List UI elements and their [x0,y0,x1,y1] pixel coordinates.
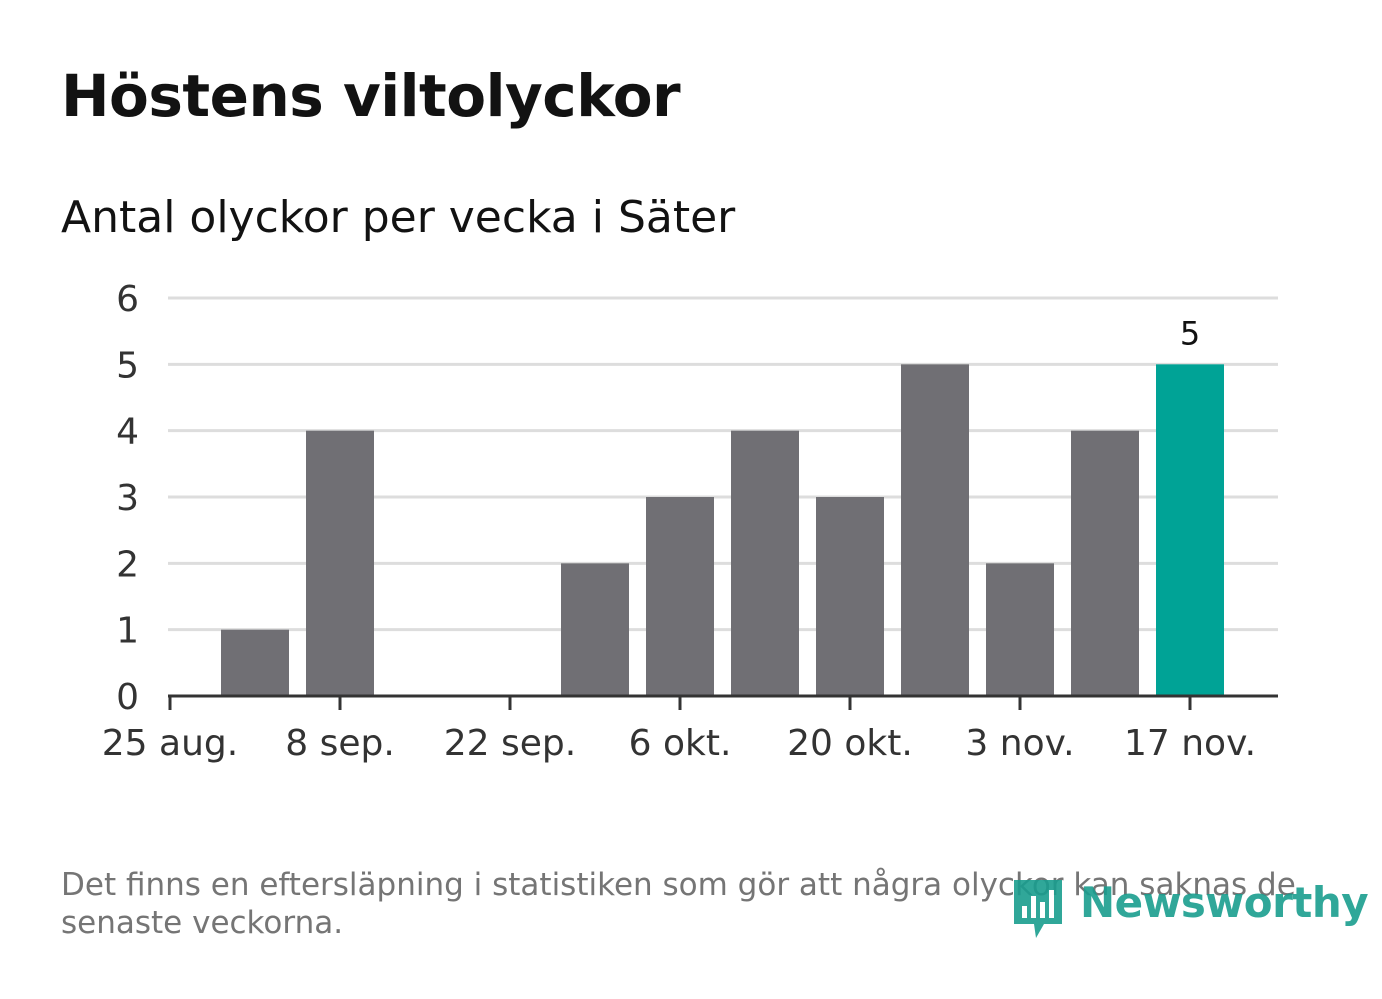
x-tick-label: 22 sep. [444,723,576,764]
x-tick-label: 3 nov. [965,723,1074,764]
bar-2 [306,430,374,696]
value-label: 5 [1180,314,1200,352]
y-tick-label: 2 [116,544,139,585]
bar-12 [1156,364,1224,696]
footnote: Det finns en eftersläpning i statistiken… [61,867,1296,941]
bar-8 [816,497,884,696]
y-tick-label: 1 [116,611,139,652]
y-tick-label: 3 [116,478,139,519]
bar-7 [731,430,799,696]
x-tick-label: 6 okt. [629,723,732,764]
x-tick-label: 8 sep. [285,723,395,764]
bar-1 [221,629,289,696]
labels: 0 1 2 3 4 5 6 5 25 aug. 8 sep. 22 sep. 6 okt. 20 okt… [102,279,1256,764]
newsworthy-logo: Newsworthy [1010,876,1369,942]
y-tick-label: 0 [116,677,139,718]
x-tick-label: 20 okt. [787,723,913,764]
y-tick-label: 4 [116,412,139,453]
bar-6 [646,497,714,696]
chart-subtitle: Antal olyckor per vecka i Säter [61,192,736,243]
bar-11 [1071,430,1139,696]
y-tick-label: 5 [116,345,139,386]
y-tick-label: 6 [116,279,139,320]
x-tick-label: 17 nov. [1124,723,1256,764]
axes [168,694,1278,710]
chart-title: Höstens viltolyckor [61,62,681,130]
bar-9 [901,364,969,696]
bar-5 [561,563,629,696]
newsworthy-logo-text: Newsworthy [1080,878,1369,927]
bar-chart: 0 1 2 3 4 5 6 5 25 aug. 8 sep. 22 sep. 6 okt. 20 okt… [102,279,1278,764]
bar-10 [986,563,1054,696]
x-tick-label: 25 aug. [102,723,238,764]
newsworthy-logo-icon [1014,880,1062,938]
bars [221,364,1224,696]
